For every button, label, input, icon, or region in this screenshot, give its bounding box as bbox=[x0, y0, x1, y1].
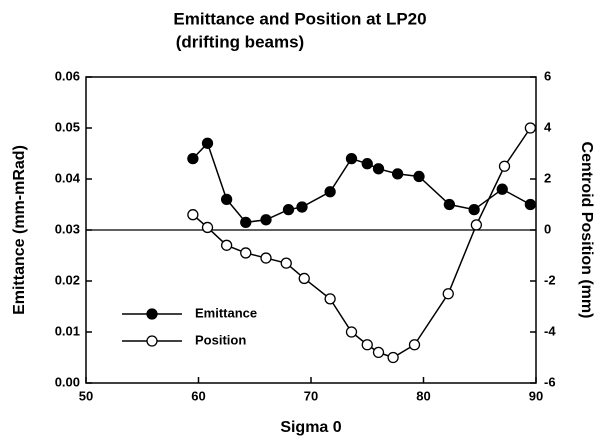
series-line bbox=[192, 141, 531, 224]
marker bbox=[496, 183, 508, 195]
y2-tick-label: 6 bbox=[544, 68, 551, 83]
y-tick-label: 0.04 bbox=[55, 170, 81, 185]
y2-tick-label: -2 bbox=[544, 272, 556, 287]
y2-tick-label: 0 bbox=[544, 221, 551, 236]
marker bbox=[220, 239, 233, 251]
marker bbox=[201, 137, 214, 149]
marker bbox=[524, 122, 537, 134]
marker bbox=[361, 339, 373, 351]
x-tick-label: 90 bbox=[529, 388, 543, 403]
y2-tick-label: -6 bbox=[544, 374, 556, 389]
x-tick-label: 70 bbox=[304, 388, 318, 403]
marker bbox=[260, 214, 272, 226]
legend-marker bbox=[146, 308, 158, 320]
marker bbox=[468, 203, 480, 216]
y2-tick-label: 2 bbox=[544, 170, 551, 185]
marker bbox=[498, 160, 511, 172]
legend-marker bbox=[146, 335, 158, 347]
marker bbox=[524, 198, 537, 211]
legend-label: Emittance bbox=[195, 305, 257, 320]
y-tick-label: 0.06 bbox=[55, 68, 80, 83]
marker bbox=[187, 152, 199, 165]
marker bbox=[408, 339, 421, 351]
marker bbox=[260, 252, 272, 264]
marker bbox=[443, 198, 456, 211]
marker bbox=[413, 170, 425, 183]
y2-tick-label: -4 bbox=[544, 323, 556, 338]
x-tick-label: 50 bbox=[79, 388, 93, 403]
marker bbox=[240, 247, 252, 259]
x-axis-label: Sigma 0 bbox=[280, 419, 341, 436]
marker bbox=[201, 221, 214, 234]
y2-axis-label: Centroid Position (mm) bbox=[578, 142, 595, 319]
marker bbox=[240, 216, 252, 229]
marker bbox=[296, 201, 308, 213]
marker bbox=[442, 288, 454, 300]
marker bbox=[298, 272, 310, 285]
marker bbox=[361, 158, 373, 170]
marker bbox=[282, 203, 295, 216]
y-tick-label: 0.02 bbox=[55, 272, 80, 287]
chart-subtitle: (drifting beams) bbox=[176, 32, 304, 51]
marker bbox=[470, 219, 483, 231]
marker bbox=[372, 346, 385, 359]
marker bbox=[345, 326, 358, 338]
y-tick-label: 0.01 bbox=[55, 323, 80, 338]
x-tick-label: 80 bbox=[416, 388, 430, 403]
y-tick-label: 0.05 bbox=[55, 119, 80, 134]
y2-tick-label: 4 bbox=[544, 119, 552, 134]
legend-label: Position bbox=[195, 332, 246, 347]
y-tick-label: 0.00 bbox=[55, 374, 80, 389]
marker bbox=[387, 351, 399, 364]
marker bbox=[391, 168, 404, 180]
marker bbox=[372, 163, 385, 175]
marker bbox=[187, 209, 199, 221]
chart-title: Emittance and Position at LP20 bbox=[173, 9, 426, 28]
marker bbox=[324, 186, 336, 198]
marker bbox=[280, 257, 292, 269]
y-axis-label: Emittance (mm-mRad) bbox=[11, 145, 28, 315]
marker bbox=[324, 293, 336, 305]
marker bbox=[220, 193, 233, 206]
marker bbox=[345, 152, 358, 165]
x-tick-label: 60 bbox=[191, 388, 205, 403]
y-tick-label: 0.03 bbox=[55, 221, 80, 236]
